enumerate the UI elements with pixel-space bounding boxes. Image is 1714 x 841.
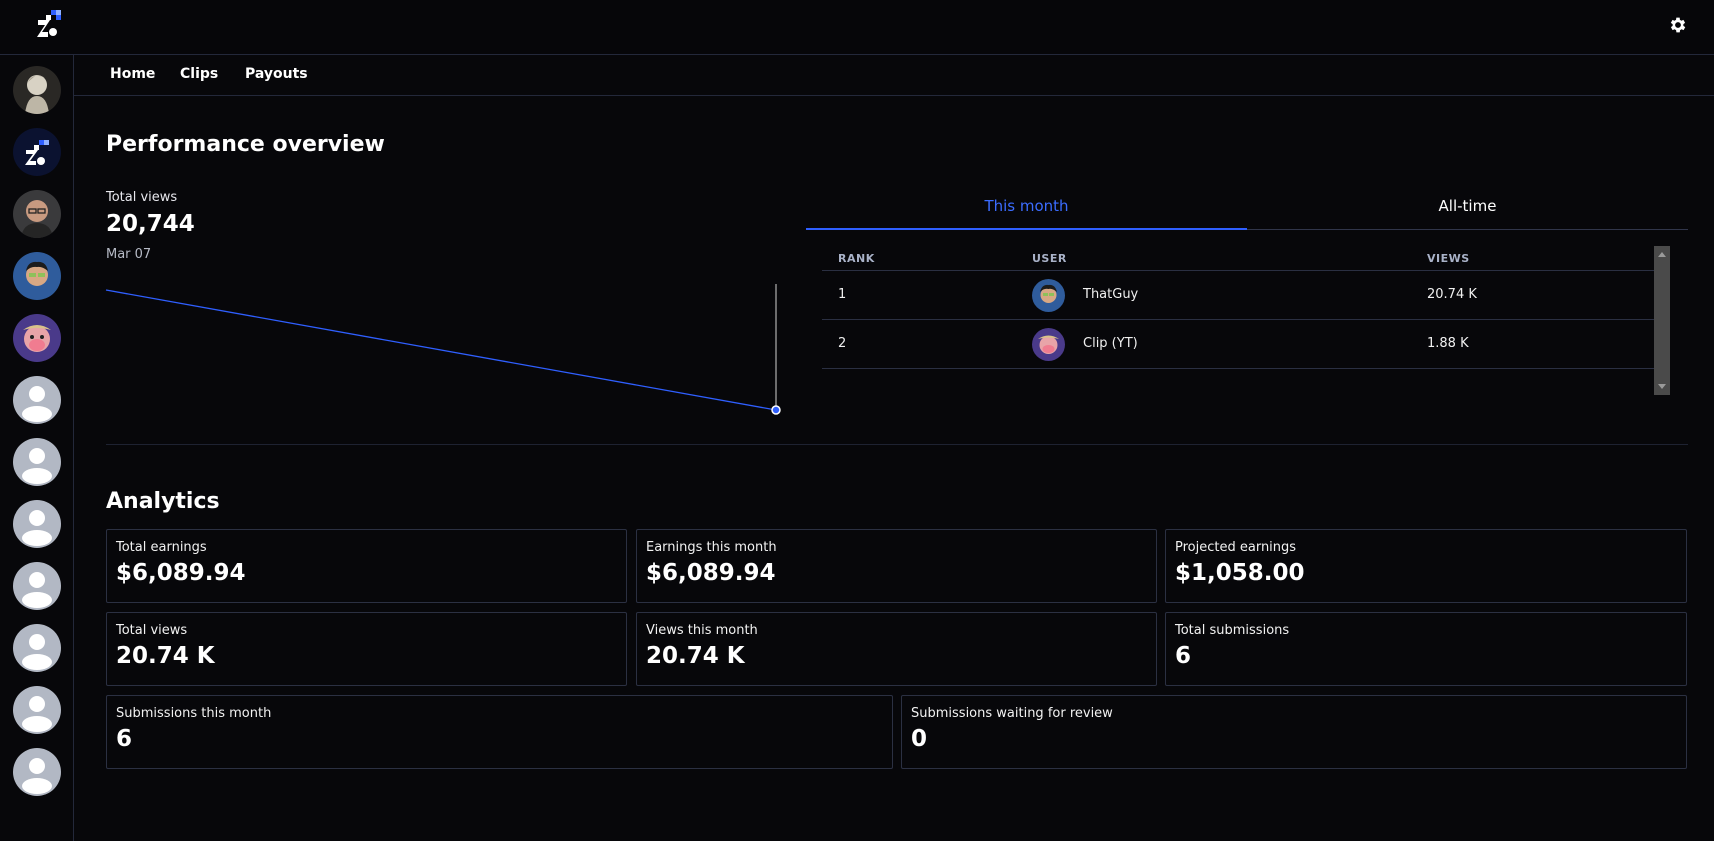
sidebar-avatar-placeholder[interactable] [13,500,61,548]
stat-card-total-earnings: Total earnings $6,089.94 [106,529,627,603]
sidebar-avatar-user-3[interactable] [13,314,61,362]
stat-value: $1,058.00 [1175,560,1305,586]
nav-payouts-link[interactable]: Payouts [245,66,308,82]
active-tab-indicator [806,228,1247,230]
sidebar-avatar-user-2[interactable] [13,252,61,300]
nav-clips-link[interactable]: Clips [180,66,219,82]
stat-value: $6,089.94 [646,560,776,586]
stat-card-total-views: Total views 20.74 K [106,612,627,686]
row-views: 20.74 K [1427,287,1477,302]
stat-label: Total views [116,623,188,638]
chart-point [771,405,781,415]
nav-home-link[interactable]: Home [110,66,156,82]
stat-card-earnings-this-month: Earnings this month $6,089.94 [636,529,1157,603]
top-bar [0,0,1714,55]
column-rank: RANK [838,252,875,265]
stat-card-views-this-month: Views this month 20.74 K [636,612,1157,686]
leaderboard-scrollbar[interactable] [1654,246,1670,395]
sidebar-avatar-placeholder[interactable] [13,438,61,486]
scroll-up-icon[interactable] [1658,252,1666,257]
stat-label: Earnings this month [646,540,777,555]
table-row[interactable]: 2 Clip (YT) 1.88 K [822,320,1654,369]
sidebar-avatar-placeholder[interactable] [13,686,61,734]
column-user: USER [1032,252,1067,265]
settings-gear-icon[interactable] [1668,15,1688,35]
views-line-chart[interactable] [100,280,790,415]
sidebar-avatar-placeholder[interactable] [13,624,61,672]
row-rank: 2 [838,336,847,351]
stat-card-submissions-this-month: Submissions this month 6 [106,695,893,769]
stat-label: Total submissions [1175,623,1290,638]
sidebar-avatar-placeholder[interactable] [13,748,61,796]
table-row[interactable]: 1 ThatGuy 20.74 K [822,271,1654,320]
stat-value: 6 [116,726,133,752]
total-views-label: Total views [106,190,178,205]
leaderboard-tabs: This month All-time [806,190,1688,230]
column-views: VIEWS [1427,252,1470,265]
chart-hover-date: Mar 07 [106,247,152,262]
user-avatar [1032,328,1065,361]
row-views: 1.88 K [1427,336,1469,351]
total-views-value: 20,744 [106,211,195,237]
sidebar [0,55,74,841]
stat-value: 20.74 K [646,643,745,669]
stat-value: 20.74 K [116,643,215,669]
stat-label: Projected earnings [1175,540,1297,555]
sidebar-avatar-placeholder[interactable] [13,376,61,424]
stat-label: Submissions waiting for review [911,706,1113,721]
stat-label: Submissions this month [116,706,272,721]
section-divider [106,444,1688,445]
stat-value: 6 [1175,643,1192,669]
table-header: RANK USER VIEWS [822,246,1654,271]
scroll-down-icon[interactable] [1658,384,1666,389]
row-user[interactable]: Clip (YT) [1083,336,1138,351]
analytics-title: Analytics [106,489,220,514]
stat-card-total-submissions: Total submissions 6 [1165,612,1687,686]
stat-card-projected-earnings: Projected earnings $1,058.00 [1165,529,1687,603]
app-logo-icon[interactable] [34,10,62,42]
row-rank: 1 [838,287,847,302]
tab-all-time[interactable]: All-time [1438,197,1497,215]
sidebar-avatar-user-1[interactable] [13,190,61,238]
stat-value: $6,089.94 [116,560,246,586]
tab-this-month[interactable]: This month [984,197,1069,215]
stat-card-submissions-waiting-review: Submissions waiting for review 0 [901,695,1687,769]
stat-label: Total earnings [116,540,207,555]
chart-series-line [105,289,777,411]
row-user[interactable]: ThatGuy [1083,287,1139,302]
sub-navigation: Home Clips Payouts [74,55,1714,96]
stat-value: 0 [911,726,928,752]
sidebar-avatar-placeholder[interactable] [13,562,61,610]
leaderboard-table: RANK USER VIEWS 1 ThatGuy 20.74 K 2 Clip… [822,246,1654,395]
user-avatar [1032,279,1065,312]
performance-title: Performance overview [106,132,385,157]
sidebar-brand-logo[interactable] [13,128,61,176]
stat-label: Views this month [646,623,758,638]
sidebar-avatar-statue[interactable] [13,66,61,114]
